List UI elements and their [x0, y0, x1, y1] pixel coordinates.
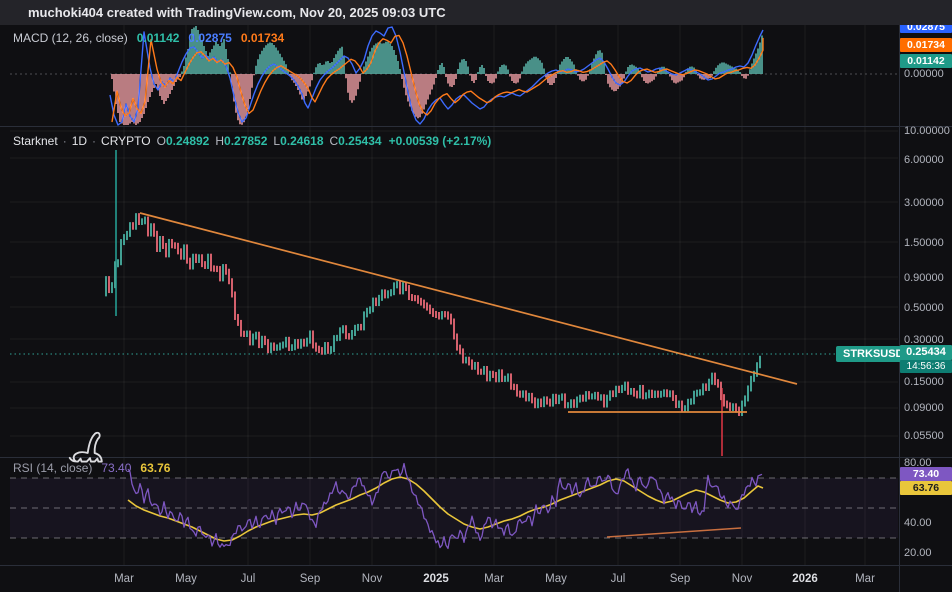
low-value: 0.24618 [280, 134, 324, 148]
change-value: +0.00539 (+2.17%) [388, 134, 492, 148]
close-key: C [329, 134, 339, 148]
exchange-label: CRYPTO [101, 134, 151, 148]
time-axis-separator [0, 565, 952, 566]
price-rsi-separator [0, 457, 952, 458]
price-axis-label: 3.00000 [904, 197, 944, 209]
time-axis-label: May [175, 573, 197, 585]
high-key: H [215, 134, 225, 148]
current-price-badge: 0.25434 [900, 345, 952, 360]
rsi-axis-label: 20.00 [904, 547, 932, 559]
time-axis-label: Nov [731, 573, 753, 585]
time-axis-label: Jul [240, 573, 256, 585]
price-axis-label: 0.50000 [904, 302, 944, 314]
time-axis-label: Mar [855, 573, 875, 585]
time-axis-label: Nov [361, 573, 383, 585]
watermark-text: muchoki404 created with TradingView.com,… [28, 5, 446, 20]
price-axis-label: 0.15000 [904, 376, 944, 388]
dino-drawing-icon[interactable] [66, 428, 108, 473]
watermark-bar: muchoki404 created with TradingView.com,… [0, 0, 952, 25]
rsi-axis-label: 80.00 [904, 457, 932, 469]
time-axis-label: Mar [484, 573, 504, 585]
price-scale-separator [899, 25, 900, 592]
open-value: 0.24892 [165, 134, 210, 148]
macd-hist-value: 0.01142 [136, 31, 180, 45]
time-axis-label: Mar [114, 573, 134, 585]
rsi-badge: 73.40 [900, 467, 952, 481]
time-axis-label: 2025 [423, 573, 449, 585]
macd-signal-value: 0.01734 [240, 31, 285, 45]
rsi-ma-badge: 63.76 [900, 481, 952, 495]
macd-legend-title: MACD (12, 26, close) [13, 31, 128, 45]
interval-label[interactable]: 1D [71, 134, 88, 148]
price-axis-label: 0.09000 [904, 402, 944, 414]
time-axis-label: Jul [610, 573, 626, 585]
price-axis-label: 0.05500 [904, 430, 944, 442]
countdown-badge: 14:56:36 [900, 360, 952, 373]
open-key: O [156, 134, 166, 148]
rsi-legend: RSI (14, close) 73.40 63.76 [13, 461, 170, 475]
rsi-ma-value: 63.76 [140, 461, 171, 475]
macd-legend: MACD (12, 26, close) 0.01142 0.02875 0.0… [13, 31, 284, 45]
low-key: L [273, 134, 281, 148]
macd-line-value: 0.02875 [188, 31, 232, 45]
time-axis-label: Sep [299, 573, 321, 585]
macd-hist-badge: 0.01142 [900, 54, 952, 68]
symbol-name: Starknet [13, 134, 58, 148]
price-axis-label: 6.00000 [904, 154, 944, 166]
macd-price-separator [0, 126, 952, 127]
rsi-legend-title: RSI (14, close) [13, 461, 93, 475]
price-axis-label: 10.00000 [904, 125, 950, 137]
macd-zero-label: 0.00000 [904, 68, 944, 80]
price-axis-label: 0.90000 [904, 272, 944, 284]
rsi-axis-label: 40.00 [904, 517, 932, 529]
legend-separator2: · [92, 134, 97, 148]
symbol-badge-text: STRKSUSD [843, 348, 904, 360]
price-legend: Starknet · 1D · CRYPTO O 0.24892 H 0.27852… [13, 134, 491, 148]
rsi-value: 73.40 [101, 461, 132, 475]
high-value: 0.27852 [224, 134, 268, 148]
time-axis-label: Sep [669, 573, 691, 585]
time-axis-label: 2026 [792, 573, 818, 585]
price-axis-label: 0.30000 [904, 334, 944, 346]
time-axis-label: May [545, 573, 567, 585]
macd-signal-badge: 0.01734 [900, 38, 952, 52]
legend-separator: · [62, 134, 67, 148]
price-axis-label: 1.50000 [904, 237, 944, 249]
symbol-badge: STRKSUSD [836, 346, 911, 362]
close-value: 0.25434 [338, 134, 382, 148]
